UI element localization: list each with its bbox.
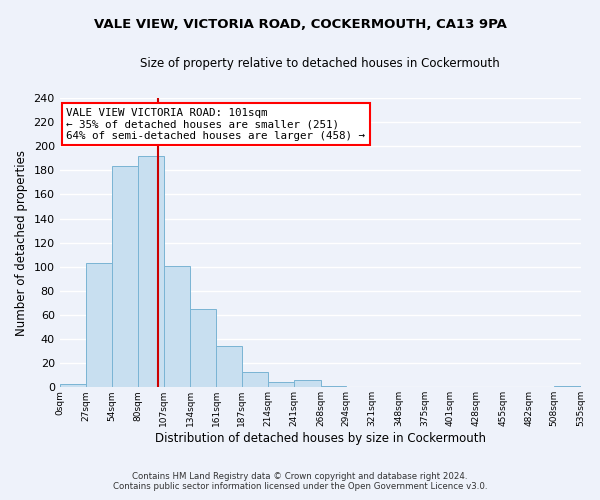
X-axis label: Distribution of detached houses by size in Cockermouth: Distribution of detached houses by size … [155, 432, 485, 445]
Bar [217, 346, 242, 388]
Bar [112, 166, 137, 388]
Bar [86, 263, 112, 388]
Bar [164, 266, 190, 388]
Bar [190, 309, 217, 388]
Bar [320, 386, 346, 388]
Title: Size of property relative to detached houses in Cockermouth: Size of property relative to detached ho… [140, 58, 500, 70]
Bar [137, 156, 164, 388]
Text: Contains public sector information licensed under the Open Government Licence v3: Contains public sector information licen… [113, 482, 487, 491]
Text: VALE VIEW, VICTORIA ROAD, COCKERMOUTH, CA13 9PA: VALE VIEW, VICTORIA ROAD, COCKERMOUTH, C… [94, 18, 506, 30]
Bar [268, 382, 294, 388]
Text: Contains HM Land Registry data © Crown copyright and database right 2024.: Contains HM Land Registry data © Crown c… [132, 472, 468, 481]
Bar [242, 372, 268, 388]
Bar [554, 386, 581, 388]
Bar [59, 384, 86, 388]
Bar [294, 380, 320, 388]
Y-axis label: Number of detached properties: Number of detached properties [15, 150, 28, 336]
Text: VALE VIEW VICTORIA ROAD: 101sqm
← 35% of detached houses are smaller (251)
64% o: VALE VIEW VICTORIA ROAD: 101sqm ← 35% of… [67, 108, 365, 141]
